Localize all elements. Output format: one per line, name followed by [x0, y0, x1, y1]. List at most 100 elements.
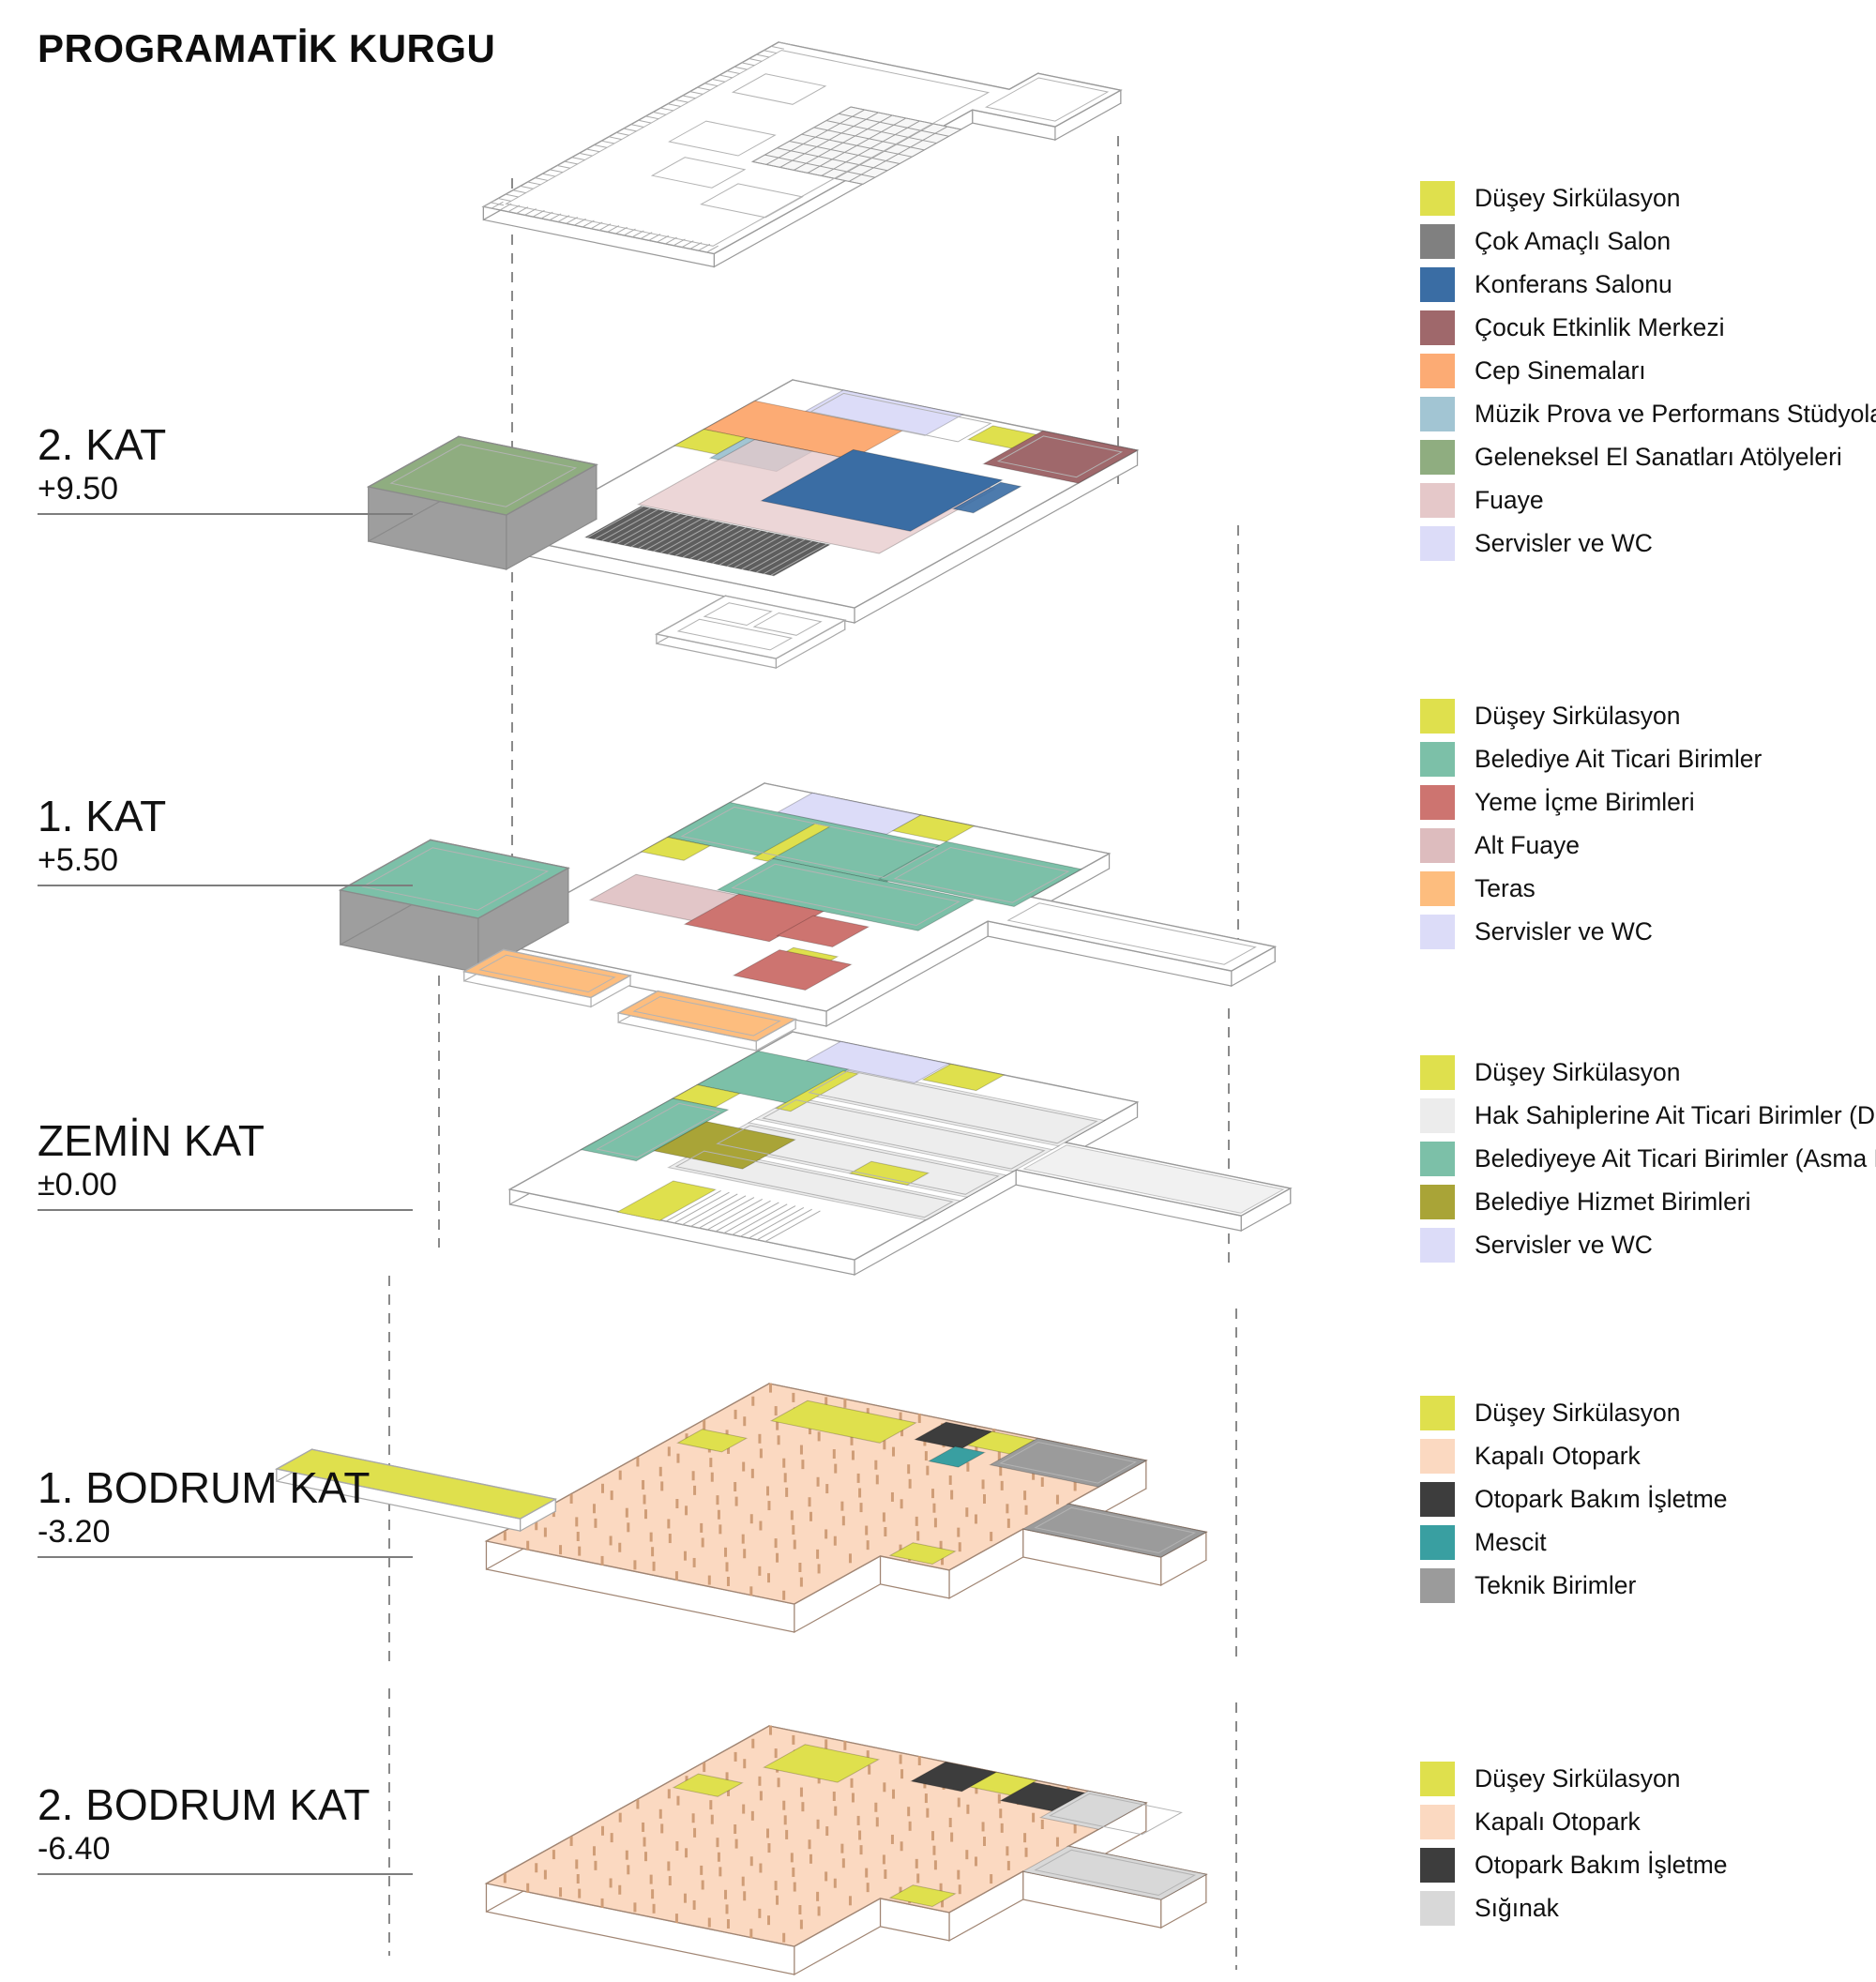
legend-label: Düşey Sirkülasyon	[1475, 1058, 1681, 1086]
legend-1-bodrum-kat: Düşey Sirkülasyon Kapalı Otopark Otopark B…	[1420, 1396, 1861, 1611]
floor-drawing-bodrum2	[484, 1724, 1208, 1976]
legend-item: Çok Amaçlı Salon	[1420, 224, 1861, 259]
legend-swatch-icon	[1420, 526, 1455, 561]
bodrum2-slab	[484, 1724, 1208, 1976]
legend-swatch-icon	[1420, 1142, 1455, 1176]
kat2-wire-structure	[654, 595, 847, 670]
legend-item: Düşey Sirkülasyon	[1420, 181, 1861, 216]
legend-label: Servisler ve WC	[1475, 1231, 1653, 1259]
floor-name: 2. BODRUM KAT	[38, 1780, 371, 1829]
legend-item: Belediye Hizmet Birimleri	[1420, 1185, 1861, 1219]
legend-swatch-icon	[1420, 828, 1455, 863]
page-title: PROGRAMATİK KURGU	[38, 26, 496, 70]
floor-name: 2. KAT	[38, 420, 167, 469]
legend-item: Otopark Bakım İşletme	[1420, 1482, 1861, 1517]
legend-swatch-icon	[1420, 1439, 1455, 1474]
legend-swatch-icon	[1420, 1891, 1455, 1926]
legend-item: Kapalı Otopark	[1420, 1439, 1861, 1474]
legend-item: Otopark Bakım İşletme	[1420, 1848, 1861, 1883]
floor-drawing-kat2	[366, 378, 1140, 670]
legend-swatch-icon	[1420, 1805, 1455, 1839]
legend-label: Geleneksel El Sanatları Atölyeleri	[1475, 443, 1842, 471]
floor-label-1: 2. KAT +9.50	[38, 420, 413, 516]
floor-name: 1. BODRUM KAT	[38, 1463, 371, 1512]
legend-label: Kapalı Otopark	[1475, 1808, 1641, 1836]
legend-item: Konferans Salonu	[1420, 267, 1861, 302]
legend-item: Yeme İçme Birimleri	[1420, 785, 1861, 820]
floor-label-4: 1. BODRUM KAT -3.20	[38, 1463, 413, 1559]
legend-label: Hak Sahiplerine Ait Ticari Birimler (Dük…	[1475, 1101, 1876, 1129]
legend-item: Hak Sahiplerine Ait Ticari Birimler (Dük…	[1420, 1098, 1876, 1133]
legend-label: Servisler ve WC	[1475, 529, 1653, 557]
legend-2-bodrum-kat: Düşey Sirkülasyon Kapalı Otopark Otopark B…	[1420, 1762, 1861, 1934]
legend-item: Teknik Birimler	[1420, 1568, 1861, 1603]
legend-swatch-icon	[1420, 915, 1455, 949]
legend-swatch-icon	[1420, 1098, 1455, 1133]
legend-item: Çocuk Etkinlik Merkezi	[1420, 310, 1861, 345]
legend-label: Belediyeye Ait Ticari Birimler (Asma Kat…	[1475, 1144, 1876, 1173]
legend-label: Kapalı Otopark	[1475, 1442, 1641, 1470]
legend-swatch-icon	[1420, 1848, 1455, 1883]
legend-swatch-icon	[1420, 785, 1455, 820]
legend-label: Otopark Bakım İşletme	[1475, 1851, 1728, 1879]
legend-label: Belediye Ait Ticari Birimler	[1475, 745, 1763, 773]
legend-item: Düşey Sirkülasyon	[1420, 1055, 1861, 1090]
legend-item: Servisler ve WC	[1420, 526, 1861, 561]
legend-label: Mescit	[1475, 1528, 1547, 1556]
floor-elevation: -3.20	[38, 1514, 111, 1551]
legend-1-kat: Düşey Sirkülasyon Belediye Ait Ticari Bir…	[1420, 699, 1861, 958]
bodrum2-slab-columns	[503, 1725, 1126, 1943]
legend-swatch-icon	[1420, 224, 1455, 259]
legend-item: Belediye Ait Ticari Birimler	[1420, 742, 1861, 777]
legend-item: Geleneksel El Sanatları Atölyeleri	[1420, 440, 1861, 475]
legend-item: Fuaye	[1420, 483, 1861, 518]
floor-drawing-cati	[481, 40, 1123, 268]
legend-label: Düşey Sirkülasyon	[1475, 702, 1681, 730]
legend-label: Müzik Prova ve Performans Stüdyoları	[1475, 400, 1876, 428]
legend-label: Otopark Bakım İşletme	[1475, 1485, 1728, 1513]
legend-label: Konferans Salonu	[1475, 270, 1672, 298]
legend-label: Düşey Sirkülasyon	[1475, 1399, 1681, 1427]
floor-drawing-kat1	[338, 781, 1278, 1052]
legend-label: Servisler ve WC	[1475, 917, 1653, 946]
legend-swatch-icon	[1420, 440, 1455, 475]
floor-label-5: 2. BODRUM KAT -6.40	[38, 1780, 413, 1876]
legend-swatch-icon	[1420, 483, 1455, 518]
legend-label: Yeme İçme Birimleri	[1475, 788, 1695, 816]
floor-elevation: -6.40	[38, 1831, 111, 1868]
legend-zemin-kat: Düşey Sirkülasyon Hak Sahiplerine Ait Tic…	[1420, 1055, 1876, 1271]
legend-label: Alt Fuaye	[1475, 831, 1580, 859]
legend-item: Servisler ve WC	[1420, 915, 1861, 949]
roof-slab	[481, 40, 1123, 268]
legend-item: Sığınak	[1420, 1891, 1861, 1926]
legend-swatch-icon	[1420, 1482, 1455, 1517]
legend-swatch-icon	[1420, 1396, 1455, 1430]
legend-swatch-icon	[1420, 1568, 1455, 1603]
bodrum1-ramp	[274, 1448, 558, 1533]
floor-label-3: ZEMİN KAT ±0.00	[38, 1118, 413, 1212]
legend-label: Teras	[1475, 874, 1536, 902]
legend-swatch-icon	[1420, 267, 1455, 302]
legend-item: Mescit	[1420, 1525, 1861, 1560]
floor-elevation: ±0.00	[38, 1167, 117, 1203]
floor-name: 1. KAT	[38, 792, 167, 840]
legend-item: Belediyeye Ait Ticari Birimler (Asma Kat…	[1420, 1142, 1876, 1176]
legend-item: Cep Sinemaları	[1420, 354, 1861, 388]
floor-drawing-bodrum1	[274, 1382, 1208, 1634]
legend-swatch-icon	[1420, 871, 1455, 906]
legend-item: Teras	[1420, 871, 1861, 906]
legend-swatch-icon	[1420, 1055, 1455, 1090]
legend-swatch-icon	[1420, 181, 1455, 216]
legend-label: Belediye Hizmet Birimleri	[1475, 1188, 1751, 1216]
kat1-ticari-block	[338, 839, 570, 975]
floor-elevation: +9.50	[38, 471, 119, 507]
legend-swatch-icon	[1420, 1762, 1455, 1796]
legend-swatch-icon	[1420, 397, 1455, 431]
legend-item: Servisler ve WC	[1420, 1228, 1861, 1263]
legend-item: Düşey Sirkülasyon	[1420, 1762, 1861, 1796]
legend-item: Kapalı Otopark	[1420, 1805, 1861, 1839]
legend-label: Çok Amaçlı Salon	[1475, 227, 1672, 255]
floor-drawing-zemin	[507, 1030, 1293, 1277]
legend-label: Düşey Sirkülasyon	[1475, 184, 1681, 212]
